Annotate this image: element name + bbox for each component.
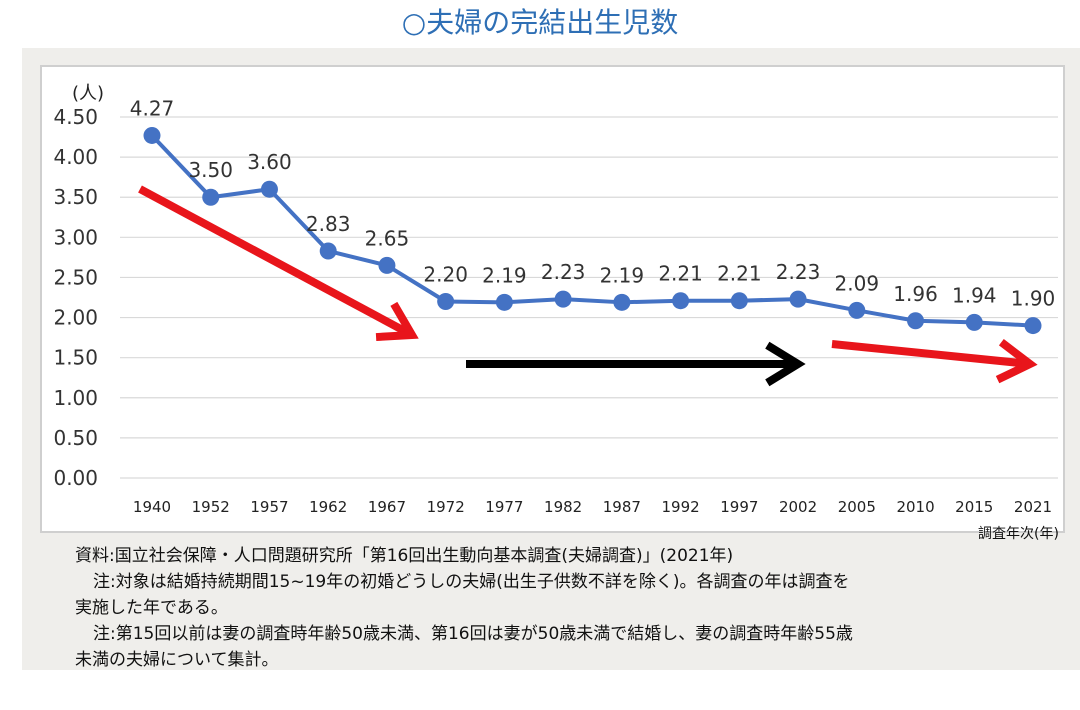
y-axis-ticks: 0.00 0.50 1.00 1.50 2.00 2.50 3.00 3.50 4.00 4.50 — [53, 105, 98, 490]
data-point — [672, 292, 690, 310]
x-tick-label: 1997 — [720, 498, 758, 516]
data-label: 2.21 — [658, 262, 703, 286]
data-label: 1.96 — [893, 282, 938, 306]
x-tick-label: 1977 — [485, 498, 523, 516]
data-label: 3.50 — [188, 158, 233, 182]
data-label: 1.90 — [1011, 287, 1056, 311]
trend-arrow-decline-2 — [831, 339, 1038, 384]
data-labels: 4.27 3.50 3.60 2.83 2.65 2.20 2.19 2.23 2.19 2.21… — [130, 96, 1056, 310]
data-point — [907, 312, 925, 330]
y-tick-label: 4.50 — [53, 105, 98, 129]
data-label: 2.20 — [423, 263, 468, 287]
y-tick-label: 2.50 — [53, 265, 98, 289]
x-tick-label: 1987 — [603, 498, 641, 516]
data-label: 2.83 — [306, 212, 351, 236]
x-axis-label: 調査年次(年) — [978, 526, 1059, 542]
trend-arrow-flat-head — [765, 341, 806, 387]
data-point — [495, 293, 513, 311]
x-tick-label: 1940 — [133, 498, 171, 516]
y-axis-unit: (人) — [72, 83, 104, 104]
note-1-line-1: 注:対象は結婚持続期間15~19年の初婚どうしの夫婦(出生子供数不詳を除く)。各… — [93, 572, 850, 592]
data-point — [437, 293, 455, 311]
data-point — [730, 292, 748, 310]
trend-arrow-decline-2-head — [995, 339, 1038, 384]
x-tick-label: 1982 — [544, 498, 582, 516]
data-point — [202, 188, 220, 206]
data-point — [613, 293, 631, 311]
data-label: 3.60 — [247, 150, 292, 174]
series-line — [143, 126, 1042, 335]
data-point — [965, 313, 983, 331]
data-point — [1024, 317, 1042, 335]
trend-arrow-decline-1-shaft — [138, 185, 414, 339]
data-label: 2.23 — [541, 260, 586, 284]
y-tick-label: 3.50 — [53, 185, 98, 209]
data-point — [143, 126, 161, 144]
data-label: 2.19 — [600, 263, 645, 287]
data-point — [554, 290, 572, 308]
x-tick-label: 2010 — [896, 498, 934, 516]
y-tick-label: 1.00 — [53, 386, 98, 410]
y-tick-label: 3.00 — [53, 225, 98, 249]
data-label: 2.21 — [717, 262, 762, 286]
trend-arrows — [138, 185, 1038, 387]
y-tick-label: 0.00 — [53, 466, 98, 490]
x-tick-label: 2015 — [955, 498, 993, 516]
x-tick-label: 1952 — [192, 498, 230, 516]
trend-arrow-decline-1-head — [375, 301, 419, 342]
note-2-line-2: 未満の夫婦について集計。 — [75, 650, 279, 670]
x-tick-label: 1972 — [427, 498, 465, 516]
chart-title: ○夫婦の完結出生児数 — [401, 6, 679, 39]
data-point — [848, 301, 866, 319]
y-tick-label: 2.00 — [53, 306, 98, 330]
data-label: 2.09 — [835, 271, 880, 295]
x-tick-label: 1962 — [309, 498, 347, 516]
data-label: 4.27 — [130, 96, 175, 120]
trend-arrow-decline-2-shaft — [831, 340, 1031, 368]
data-point — [260, 180, 278, 198]
data-label: 2.23 — [776, 260, 821, 284]
trend-arrow-flat — [466, 341, 806, 387]
x-axis-ticks: 1940 1952 1957 1962 1967 1972 1977 1982 1987 1992… — [133, 498, 1052, 516]
x-tick-label: 2021 — [1014, 498, 1052, 516]
chart-notes: 資料:国立社会保障・人口問題研究所「第16回出生動向基本調査(夫婦調査)」(20… — [75, 543, 1065, 673]
note-1-line-2: 実施した年である。 — [75, 598, 228, 618]
x-tick-label: 1957 — [250, 498, 288, 516]
note-2-line-1: 注:第15回以前は妻の調査時年齢50歳未満、第16回は妻が50歳未満で結婚し、妻… — [93, 624, 853, 644]
x-tick-label: 2002 — [779, 498, 817, 516]
line-chart: 0.00 0.50 1.00 1.50 2.00 2.50 3.00 3.50 4.00 4.50… — [53, 83, 1059, 542]
data-point — [789, 290, 807, 308]
data-point — [378, 256, 396, 274]
y-tick-label: 1.50 — [53, 346, 98, 370]
x-tick-label: 2005 — [838, 498, 876, 516]
data-label: 2.19 — [482, 263, 527, 287]
data-point — [319, 242, 337, 260]
trend-arrow-decline-1 — [138, 185, 419, 342]
y-tick-label: 0.50 — [53, 426, 98, 450]
data-label: 2.65 — [365, 226, 410, 250]
series-polyline — [150, 134, 1034, 328]
x-tick-label: 1992 — [662, 498, 700, 516]
y-tick-label: 4.00 — [53, 145, 98, 169]
source-note: 資料:国立社会保障・人口問題研究所「第16回出生動向基本調査(夫婦調査)」(20… — [75, 546, 734, 566]
data-label: 1.94 — [952, 283, 997, 307]
x-tick-label: 1967 — [368, 498, 406, 516]
